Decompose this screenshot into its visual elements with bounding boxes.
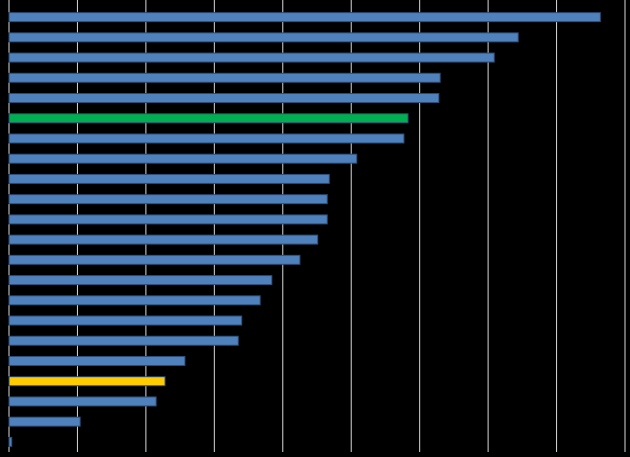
bar bbox=[8, 93, 440, 104]
bar bbox=[8, 275, 273, 286]
bar bbox=[8, 396, 157, 407]
bar bbox=[8, 214, 328, 225]
bar bbox=[8, 113, 409, 124]
bar bbox=[8, 355, 186, 366]
bar bbox=[8, 72, 441, 83]
bar bbox=[8, 133, 405, 144]
bar bbox=[8, 315, 243, 326]
bar bbox=[8, 376, 166, 387]
bar bbox=[8, 234, 319, 245]
bar bbox=[8, 295, 261, 306]
bar bbox=[8, 335, 239, 346]
bar bbox=[8, 173, 330, 184]
bar bbox=[8, 194, 328, 205]
bar bbox=[8, 254, 301, 265]
bar bbox=[8, 32, 519, 43]
bar bbox=[8, 416, 81, 427]
bar bbox=[8, 436, 13, 447]
bar bbox=[8, 12, 601, 23]
bar bbox=[8, 52, 495, 63]
bar bbox=[8, 153, 358, 164]
